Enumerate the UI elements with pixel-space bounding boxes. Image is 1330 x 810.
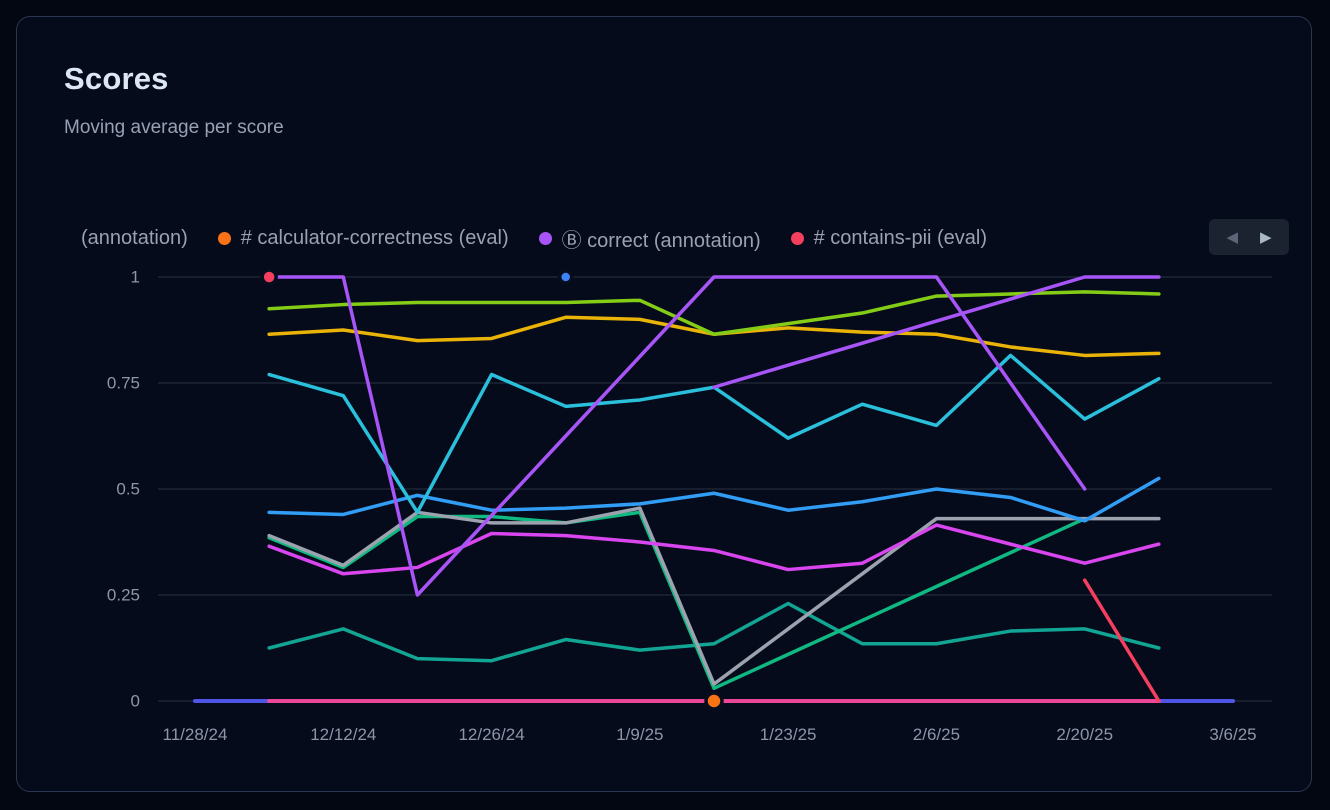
x-axis-tick-label: 1/9/25 <box>616 725 663 744</box>
legend-item-label: # contains-pii (eval) <box>813 226 988 249</box>
data-point-marker <box>557 269 574 285</box>
x-axis-tick-label: 2/20/25 <box>1056 725 1113 744</box>
x-axis-tick-label: 3/6/25 <box>1209 725 1256 744</box>
y-axis-tick-label: 0 <box>131 692 140 711</box>
page-title: Scores <box>64 61 169 96</box>
x-axis-tick-label: 12/12/24 <box>310 725 376 744</box>
data-point-marker <box>704 691 724 711</box>
legend-item[interactable]: # calculator-correctness (eval) <box>217 226 509 250</box>
legend-item[interactable]: Ⓑ correct (annotation) <box>538 224 761 253</box>
series-line-amber <box>267 315 1161 358</box>
scores-card: Scores Moving average per score (annotat… <box>16 16 1312 792</box>
series-line-red-contains-pii <box>1082 578 1161 703</box>
chart-subtitle: Moving average per score <box>64 117 284 138</box>
legend-item-label: (annotation) <box>81 226 188 249</box>
series-line-lime <box>267 290 1161 336</box>
series-line-magenta <box>267 523 1161 576</box>
series-line-teal <box>267 601 1161 663</box>
legend-dot-icon <box>790 231 804 245</box>
data-point-marker <box>260 268 278 286</box>
x-axis-tick-label: 12/26/24 <box>458 725 524 744</box>
legend-item[interactable]: # contains-pii (eval) <box>790 226 988 250</box>
legend-item-label: Ⓑ correct (annotation) <box>561 229 761 252</box>
legend-item-label: # calculator-correctness (eval) <box>240 226 509 249</box>
x-axis-tick-label: 2/6/25 <box>913 725 960 744</box>
y-axis-tick-label: 0.5 <box>116 480 140 499</box>
series-line-purple-correct <box>267 275 1087 597</box>
legend-pager: ◀ ▶ <box>1209 219 1289 255</box>
legend-dot-icon <box>217 231 231 245</box>
series-line-blue <box>267 476 1161 523</box>
x-axis-tick-label: 1/23/25 <box>760 725 817 744</box>
series-line-purple-rising <box>712 275 1161 389</box>
legend-item[interactable]: (annotation) <box>81 227 188 250</box>
legend: (annotation) # calculator-correctness (ev… <box>81 222 1191 254</box>
legend-next-button[interactable]: ▶ <box>1260 227 1272 246</box>
y-axis-tick-label: 0.75 <box>107 374 140 393</box>
legend-dot-icon <box>538 231 552 245</box>
y-axis-tick-label: 0.25 <box>107 586 140 605</box>
legend-prev-button[interactable]: ◀ <box>1226 227 1238 246</box>
x-axis-tick-label: 11/28/24 <box>163 725 228 744</box>
y-axis-tick-label: 1 <box>131 268 140 287</box>
